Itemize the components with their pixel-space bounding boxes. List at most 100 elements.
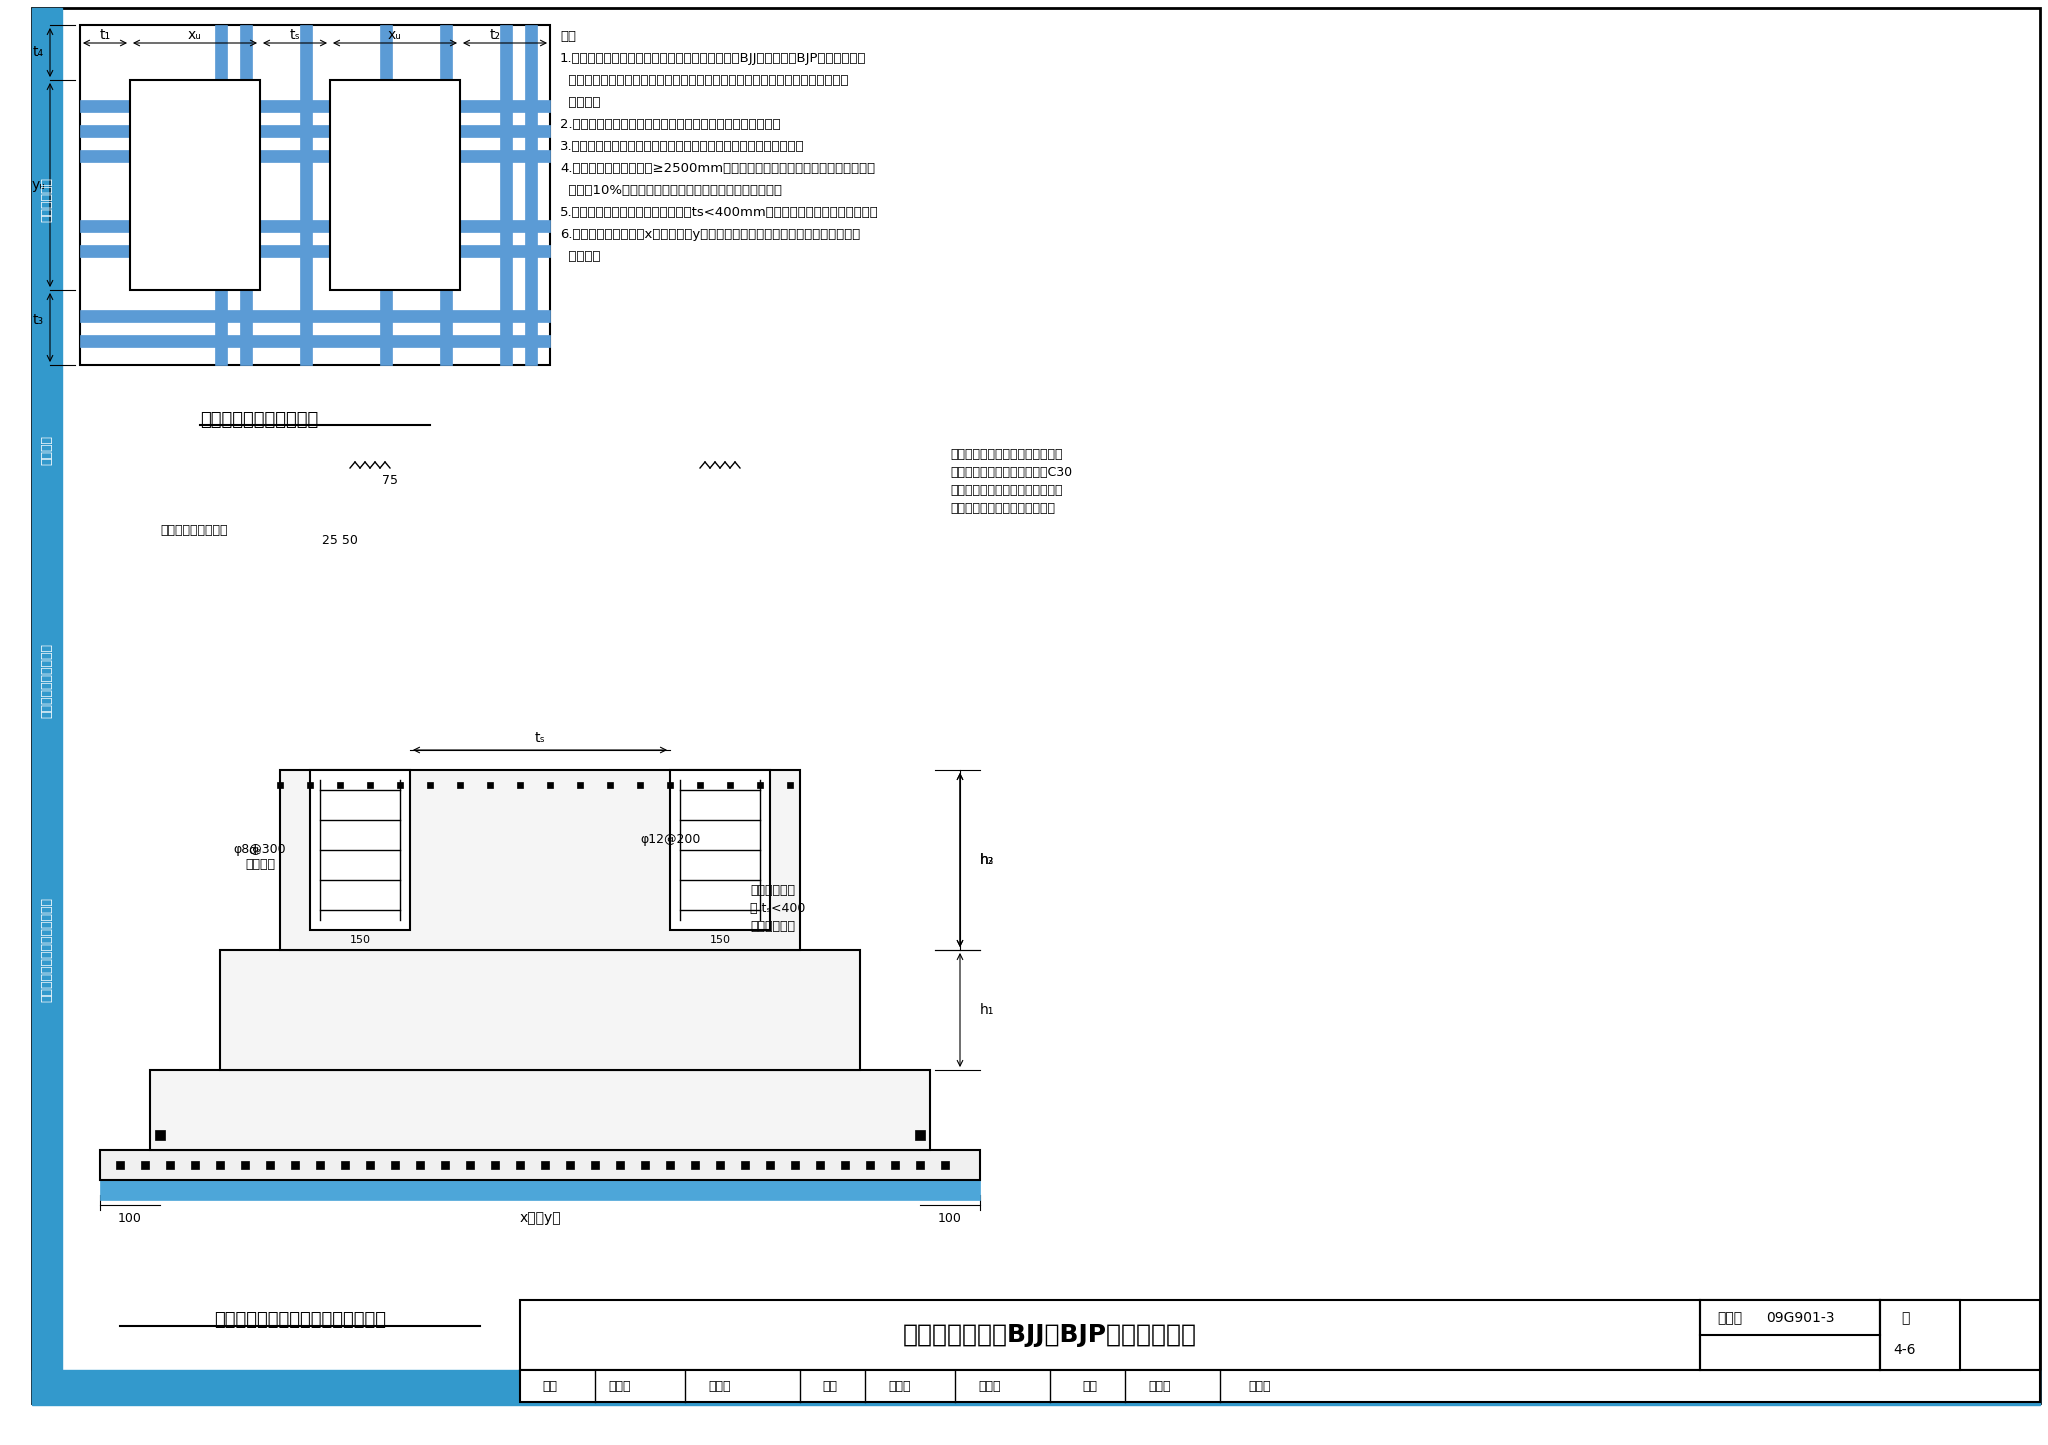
Text: h₂: h₂ [981,853,993,867]
Text: 底部，将柱校正后灌注振实四周: 底部，将柱校正后灌注振实四周 [950,503,1055,516]
Text: yᵤ: yᵤ [31,178,45,192]
Text: 时的构造钢筋: 时的构造钢筋 [750,919,795,932]
Text: t₂: t₂ [489,27,500,42]
Bar [727,782,733,788]
Bar [791,1160,799,1169]
Text: 筏形基础: 筏形基础 [41,435,53,465]
Text: h₃: h₃ [981,853,995,867]
Bar [367,1160,375,1169]
Bar [397,782,403,788]
Text: 4.当独立基础的底板长度≥2500mm时，除外侧钢筋外，底板配筋的配筋长度可: 4.当独立基础的底板长度≥2500mm时，除外侧钢筋外，底板配筋的配筋长度可 [559,162,874,175]
Bar [666,1160,674,1169]
Bar [541,1160,549,1169]
Bar [80,25,551,366]
Bar [299,25,311,366]
Text: 6.规定图面水平方向为x详，竖向为y向。双杯口独立基础的长向为何向详见具体工: 6.规定图面水平方向为x详，竖向为y向。双杯口独立基础的长向为何向详见具体工 [559,228,860,241]
Bar [80,150,551,162]
Bar [156,1130,166,1140]
Bar [100,1150,981,1181]
Bar [717,1160,725,1169]
Text: 2.几何尺寸及配筋按具体结构设计和本图集相应的构造规定。: 2.几何尺寸及配筋按具体结构设计和本图集相应的构造规定。 [559,118,780,131]
Bar [668,782,674,788]
Text: 双杯口顶部焊接钢筋网片: 双杯口顶部焊接钢筋网片 [201,410,317,429]
Text: 3.双杯口独立基础底板底部的钢筋排布构造详见本图集的相应图示。: 3.双杯口独立基础底板底部的钢筋排布构造详见本图集的相应图示。 [559,140,805,153]
Text: 柱插入杯口部分的表面应凿毛，柱: 柱插入杯口部分的表面应凿毛，柱 [950,448,1063,461]
Bar [641,1160,649,1169]
Text: 分布钢筋: 分布钢筋 [246,858,274,871]
Text: 复合刷: 复合刷 [709,1380,731,1393]
Bar [215,1160,223,1169]
Text: 25 50: 25 50 [322,533,358,546]
Bar [80,220,551,233]
Bar [766,1160,774,1169]
Bar [80,126,551,137]
Text: h₁: h₁ [981,1003,995,1017]
Bar [117,1160,125,1169]
Bar [520,1370,2040,1402]
Bar [426,782,432,788]
Bar [696,782,702,788]
Text: 黄志刚: 黄志刚 [608,1380,631,1393]
Text: 独立基础、条形基础、桩基承台: 独立基础、条形基础、桩基承台 [41,897,53,1003]
Bar [940,1160,948,1169]
Bar [416,1160,424,1169]
Text: 程设计。: 程设计。 [559,250,600,263]
Bar [815,1160,823,1169]
Bar [80,311,551,322]
Text: 校对: 校对 [823,1380,838,1393]
Text: 100: 100 [119,1211,141,1224]
Bar [391,1160,399,1169]
Text: 按减短10%配置，详见本图集中相应页面的图示和规定。: 按减短10%配置，详见本图集中相应页面的图示和规定。 [559,184,782,197]
Text: 捣密实。: 捣密实。 [559,95,600,108]
Bar [330,79,461,290]
Bar [309,770,410,931]
Bar [307,782,313,788]
Bar [150,1069,930,1150]
Text: 杯口顶部焊接钢筋网: 杯口顶部焊接钢筋网 [160,523,227,536]
Text: 子与杯口之间的空隙用不低于C30: 子与杯口之间的空隙用不低于C30 [950,467,1071,480]
Bar [578,782,584,788]
Text: 1.双杯口独立基础底板的截面形状可以为阶形截面BJJ或坡形截面BJP。当为坡形截: 1.双杯口独立基础底板的截面形状可以为阶形截面BJJ或坡形截面BJP。当为坡形截 [559,52,866,65]
Text: φ8@300: φ8@300 [233,844,287,857]
Bar [492,1160,500,1169]
Bar [315,1160,324,1169]
Bar [381,25,391,366]
Text: t₃: t₃ [33,314,43,327]
Text: 审核: 审核 [543,1380,557,1393]
Bar [1700,1300,1880,1370]
Bar [100,1181,981,1199]
Text: 注：: 注： [559,30,575,43]
Bar [80,335,551,347]
Bar [166,1160,174,1169]
Text: d₀: d₀ [248,844,262,857]
Bar [266,1160,274,1169]
Bar [190,1160,199,1169]
Text: tₛ: tₛ [289,27,301,42]
Text: 面而且坡度较大时，应在坡面上安装顶部模板，以确保混凝土能够浇筑成型、振: 面而且坡度较大时，应在坡面上安装顶部模板，以确保混凝土能够浇筑成型、振 [559,74,848,87]
Text: 当中间杯壁宽: 当中间杯壁宽 [750,883,795,896]
Bar [291,1160,299,1169]
Bar [276,782,283,788]
Text: 页: 页 [1901,1311,1909,1325]
Text: 150: 150 [350,935,371,945]
Text: 双杯口独立基础BJJ、BJP钢筋排布构造: 双杯口独立基础BJJ、BJP钢筋排布构造 [903,1324,1196,1347]
Bar [141,1160,150,1169]
Text: 张工文: 张工文 [889,1380,911,1393]
Bar [758,782,764,788]
Text: 100: 100 [938,1211,963,1224]
Bar [440,25,453,366]
Bar [33,1370,2040,1405]
Bar [915,1130,926,1140]
Bar [281,770,801,949]
Text: 09G901-3: 09G901-3 [1765,1311,1835,1325]
Text: x（或y）: x（或y） [520,1211,561,1225]
Text: 75: 75 [383,474,397,487]
Bar [520,1300,2040,1370]
Text: φ12@200: φ12@200 [639,834,700,847]
Bar [215,25,227,366]
Text: 箱形基础和地下室结构: 箱形基础和地下室结构 [41,643,53,718]
Text: 王怀元: 王怀元 [1149,1380,1171,1393]
Text: 度 tₛ<400: 度 tₛ<400 [750,902,805,915]
Text: 刚接柱双杯口独立基础钢筋排布构造: 刚接柱双杯口独立基础钢筋排布构造 [213,1311,385,1329]
Bar [367,782,373,788]
